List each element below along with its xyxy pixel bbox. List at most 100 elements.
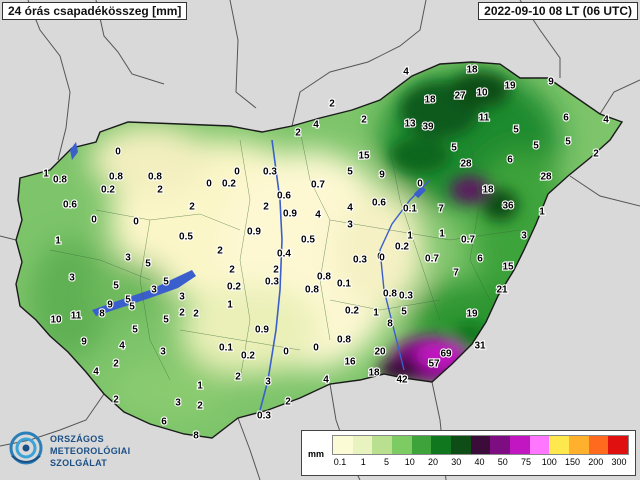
station-value: 0 [115,147,121,158]
station-value: 11 [479,113,490,124]
legend-swatch [490,436,511,454]
station-value: 31 [474,341,486,352]
station-value: 6 [477,254,483,265]
station-value: 2 [193,309,199,320]
legend-tick: 10 [404,457,415,467]
station-value: 0 [313,343,319,354]
station-value: 10 [476,88,488,99]
lake-tisza [413,185,427,199]
station-value: 2 [235,372,241,383]
station-value: 7 [438,204,444,215]
station-value: 5 [163,315,169,326]
station-value: 0.6 [372,198,386,209]
station-value: 0.9 [283,209,297,220]
station-value: 0.2 [227,282,241,293]
legend-tick: 0.1 [333,457,347,467]
station-value: 2 [229,265,235,276]
station-value: 0.5 [179,232,193,243]
station-value: 0.8 [317,272,331,283]
station-value: 6 [507,155,513,166]
station-value: 36 [502,201,514,212]
station-value: 5 [533,141,539,152]
color-legend: mm 0.1 1 5 10 20 30 40 50 75 100 150 200 300 [301,430,636,476]
legend-swatch [529,436,550,454]
station-value: 4 [347,203,353,214]
station-value: 0.8 [148,172,162,183]
station-value: 2 [113,359,119,370]
legend-swatch [451,436,471,454]
station-value: 7 [453,268,459,279]
station-value: 0.2 [101,185,115,196]
station-value: 8 [99,309,105,320]
station-value: 0.8 [383,289,397,300]
legend-tick: 200 [588,457,604,467]
station-value: 9 [548,77,554,88]
omsz-swirl-icon [9,431,43,465]
station-value: 0.3 [265,277,279,288]
station-value: 42 [396,375,408,386]
station-value: 0.6 [277,191,291,202]
legend-swatch [569,436,589,454]
station-value: 9 [107,300,113,311]
legend-tick: 100 [541,457,557,467]
station-value: 0 [91,215,97,226]
station-value: 0 [133,217,139,228]
legend-tick: 300 [611,457,627,467]
legend-swatch [510,436,530,454]
omsz-logo: ORSZÁGOS METEOROLÓGIAI SZOLGÁLAT [8,428,143,474]
map-title: 24 órás csapadékösszeg [mm] [2,2,188,20]
station-value: 0 [283,347,289,358]
station-value: 1 [227,300,233,311]
station-value: 5 [125,295,131,306]
station-value: 57 [428,359,440,370]
station-value: 27 [454,91,466,102]
station-value: 6 [563,113,569,124]
station-value: 3 [125,253,131,264]
station-value: 2 [361,115,367,126]
station-value: 10 [50,315,62,326]
legend-tick: 150 [564,457,581,467]
station-value: 3 [521,231,527,242]
legend-tick: 50 [497,457,508,467]
station-value: 0.1 [337,279,351,290]
legend-tick: 40 [474,457,485,467]
legend-tick: 20 [427,457,439,467]
legend-swatch [411,436,432,454]
legend-swatch [470,436,491,454]
station-value: 0.9 [255,325,269,336]
station-value: 1 [439,229,445,240]
station-value: 16 [344,357,356,368]
station-value: 0.2 [345,306,359,317]
station-value: 0.3 [353,255,367,266]
valid-time: 2022-09-10 08 LT (06 UTC) [478,2,638,20]
legend-swatch [372,436,393,454]
station-value: 0.1 [219,343,233,354]
station-value: 0.2 [241,351,255,362]
station-value: 2 [157,185,163,196]
station-value: 2 [179,308,185,319]
station-value: 1 [55,236,61,247]
station-value: 69 [440,349,452,360]
station-value: 0.7 [461,235,475,246]
lake-balaton [92,270,196,316]
station-value: 0 [377,252,383,263]
station-value: 28 [540,172,552,183]
station-value: 9 [379,170,385,181]
station-value: 1 [197,381,203,392]
station-value: 3 [175,398,181,409]
station-value: 2 [189,202,195,213]
station-value: 4 [119,341,125,352]
station-value: 18 [368,368,380,379]
lake-neusiedl [70,142,78,160]
station-value: 0 [379,253,385,264]
station-value: 19 [504,81,516,92]
hungary-border [15,61,624,439]
station-value: 4 [315,210,321,221]
station-value: 6 [161,417,167,428]
station-value: 39 [422,122,434,133]
station-value: 0.2 [222,179,236,190]
station-value: 3 [265,377,271,388]
station-value: 0.3 [257,411,271,422]
